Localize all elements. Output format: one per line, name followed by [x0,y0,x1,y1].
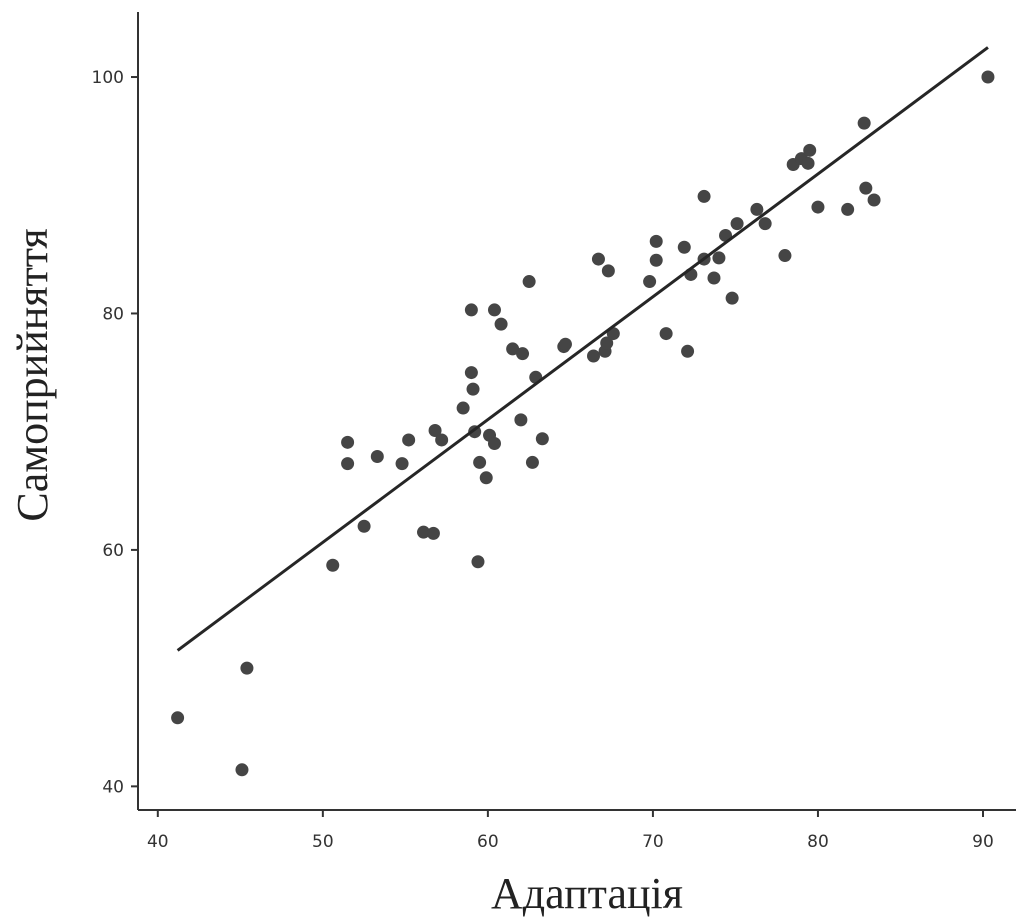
data-point [725,291,739,305]
data-point [811,200,825,214]
data-point [487,437,501,451]
x-tick-label: 70 [642,832,664,852]
data-point [981,70,995,84]
data-point [649,253,663,267]
x-ticks: 40 50 60 70 80 90 [147,810,994,852]
x-axis-title: Адаптація [491,869,683,917]
data-point [395,457,409,471]
data-point [426,526,440,540]
y-ticks: 40 60 80 100 [92,68,138,797]
data-point [712,251,726,265]
data-point [730,217,744,231]
data-point [841,202,855,216]
data-point [479,471,493,485]
data-point [466,382,480,396]
x-tick-label: 40 [147,832,169,852]
y-tick-label: 100 [92,68,124,88]
data-point [649,234,663,248]
data-point [857,116,871,130]
data-point [456,401,470,415]
data-point [803,143,817,157]
data-point [750,202,764,216]
data-point [801,156,815,170]
data-point [535,432,549,446]
regression-line [176,46,989,652]
data-point [859,181,873,195]
data-points [171,70,995,777]
data-point [697,189,711,203]
data-point [171,711,185,725]
y-axis-title: Самоприйняття [8,228,57,521]
x-tick-label: 90 [972,832,994,852]
data-point [867,193,881,207]
data-point [428,424,442,438]
x-tick-label: 60 [477,832,499,852]
data-point [525,455,539,469]
data-point [558,337,572,351]
data-point [514,413,528,427]
data-point [402,433,416,447]
data-point [778,249,792,263]
data-point [240,661,254,675]
data-point [643,275,657,289]
plot-area: 40 60 80 100 40 50 60 70 80 90 [92,12,1016,852]
data-point [677,240,691,254]
data-point [435,433,449,447]
x-tick-label: 50 [312,832,334,852]
y-tick-label: 60 [102,541,124,561]
data-point [464,366,478,380]
data-point [473,455,487,469]
y-tick-label: 40 [102,777,124,797]
data-point [506,342,520,356]
data-point [591,252,605,266]
data-point [357,519,371,533]
data-point [494,317,508,331]
data-point [370,450,384,464]
data-point [417,525,431,539]
y-tick-label: 80 [102,304,124,324]
x-tick-label: 80 [807,832,829,852]
data-point [326,558,340,572]
data-point [341,457,355,471]
data-point [235,763,249,777]
data-point [659,327,673,341]
data-point [471,555,485,569]
data-point [464,303,478,317]
data-point [341,435,355,449]
data-point [600,336,614,350]
data-point [707,271,721,285]
data-point [487,303,501,317]
data-point [601,264,615,278]
data-point [681,344,695,358]
data-point [522,275,536,289]
data-point [758,217,772,231]
data-point [587,349,601,363]
data-point [516,347,530,361]
